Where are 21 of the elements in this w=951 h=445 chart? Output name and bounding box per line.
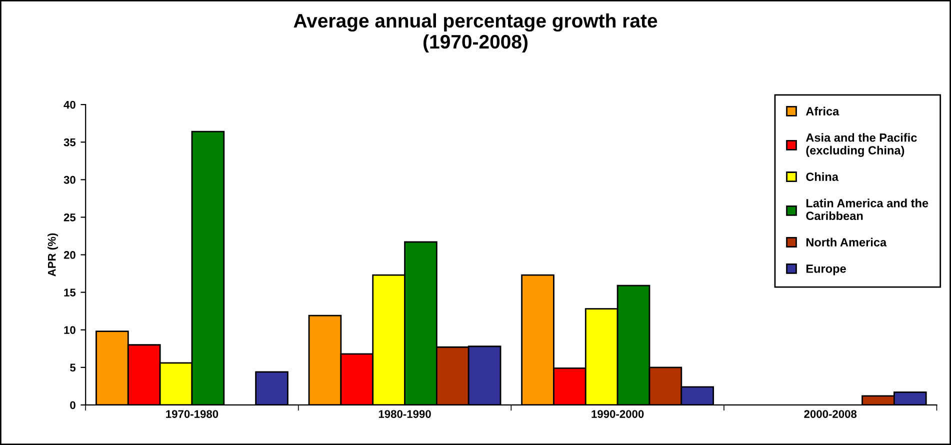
y-tick-label: 15 (64, 288, 76, 296)
x-tick-label: 2000-2008 (804, 410, 857, 418)
y-tick-label: 30 (64, 176, 76, 184)
legend-label: Asia and the Pacific (excluding China) (806, 133, 917, 157)
chart-title: Average annual percentage growth rate (1970-2008) (294, 13, 658, 53)
y-tick-label: 20 (64, 251, 76, 259)
y-tick-label: 35 (64, 138, 76, 146)
y-tick-label: 0 (70, 401, 76, 410)
legend-label: North America (806, 238, 887, 246)
y-tick-label: 10 (64, 326, 76, 334)
x-tick-label: 1980-1990 (378, 410, 431, 418)
x-tick-label: 1970-1980 (166, 410, 218, 418)
legend-label: Latin America and the Caribbean (806, 198, 928, 220)
y-tick-label: 5 (70, 364, 76, 372)
legend-label: China (806, 172, 839, 181)
y-axis-title: APR (%) (48, 233, 58, 276)
legend-label: Europe (806, 264, 846, 276)
x-tick-label: 1990-2000 (592, 410, 644, 418)
y-tick-label: 40 (64, 100, 76, 109)
y-tick-label: 25 (64, 213, 76, 222)
legend-label: Africa (806, 106, 840, 116)
